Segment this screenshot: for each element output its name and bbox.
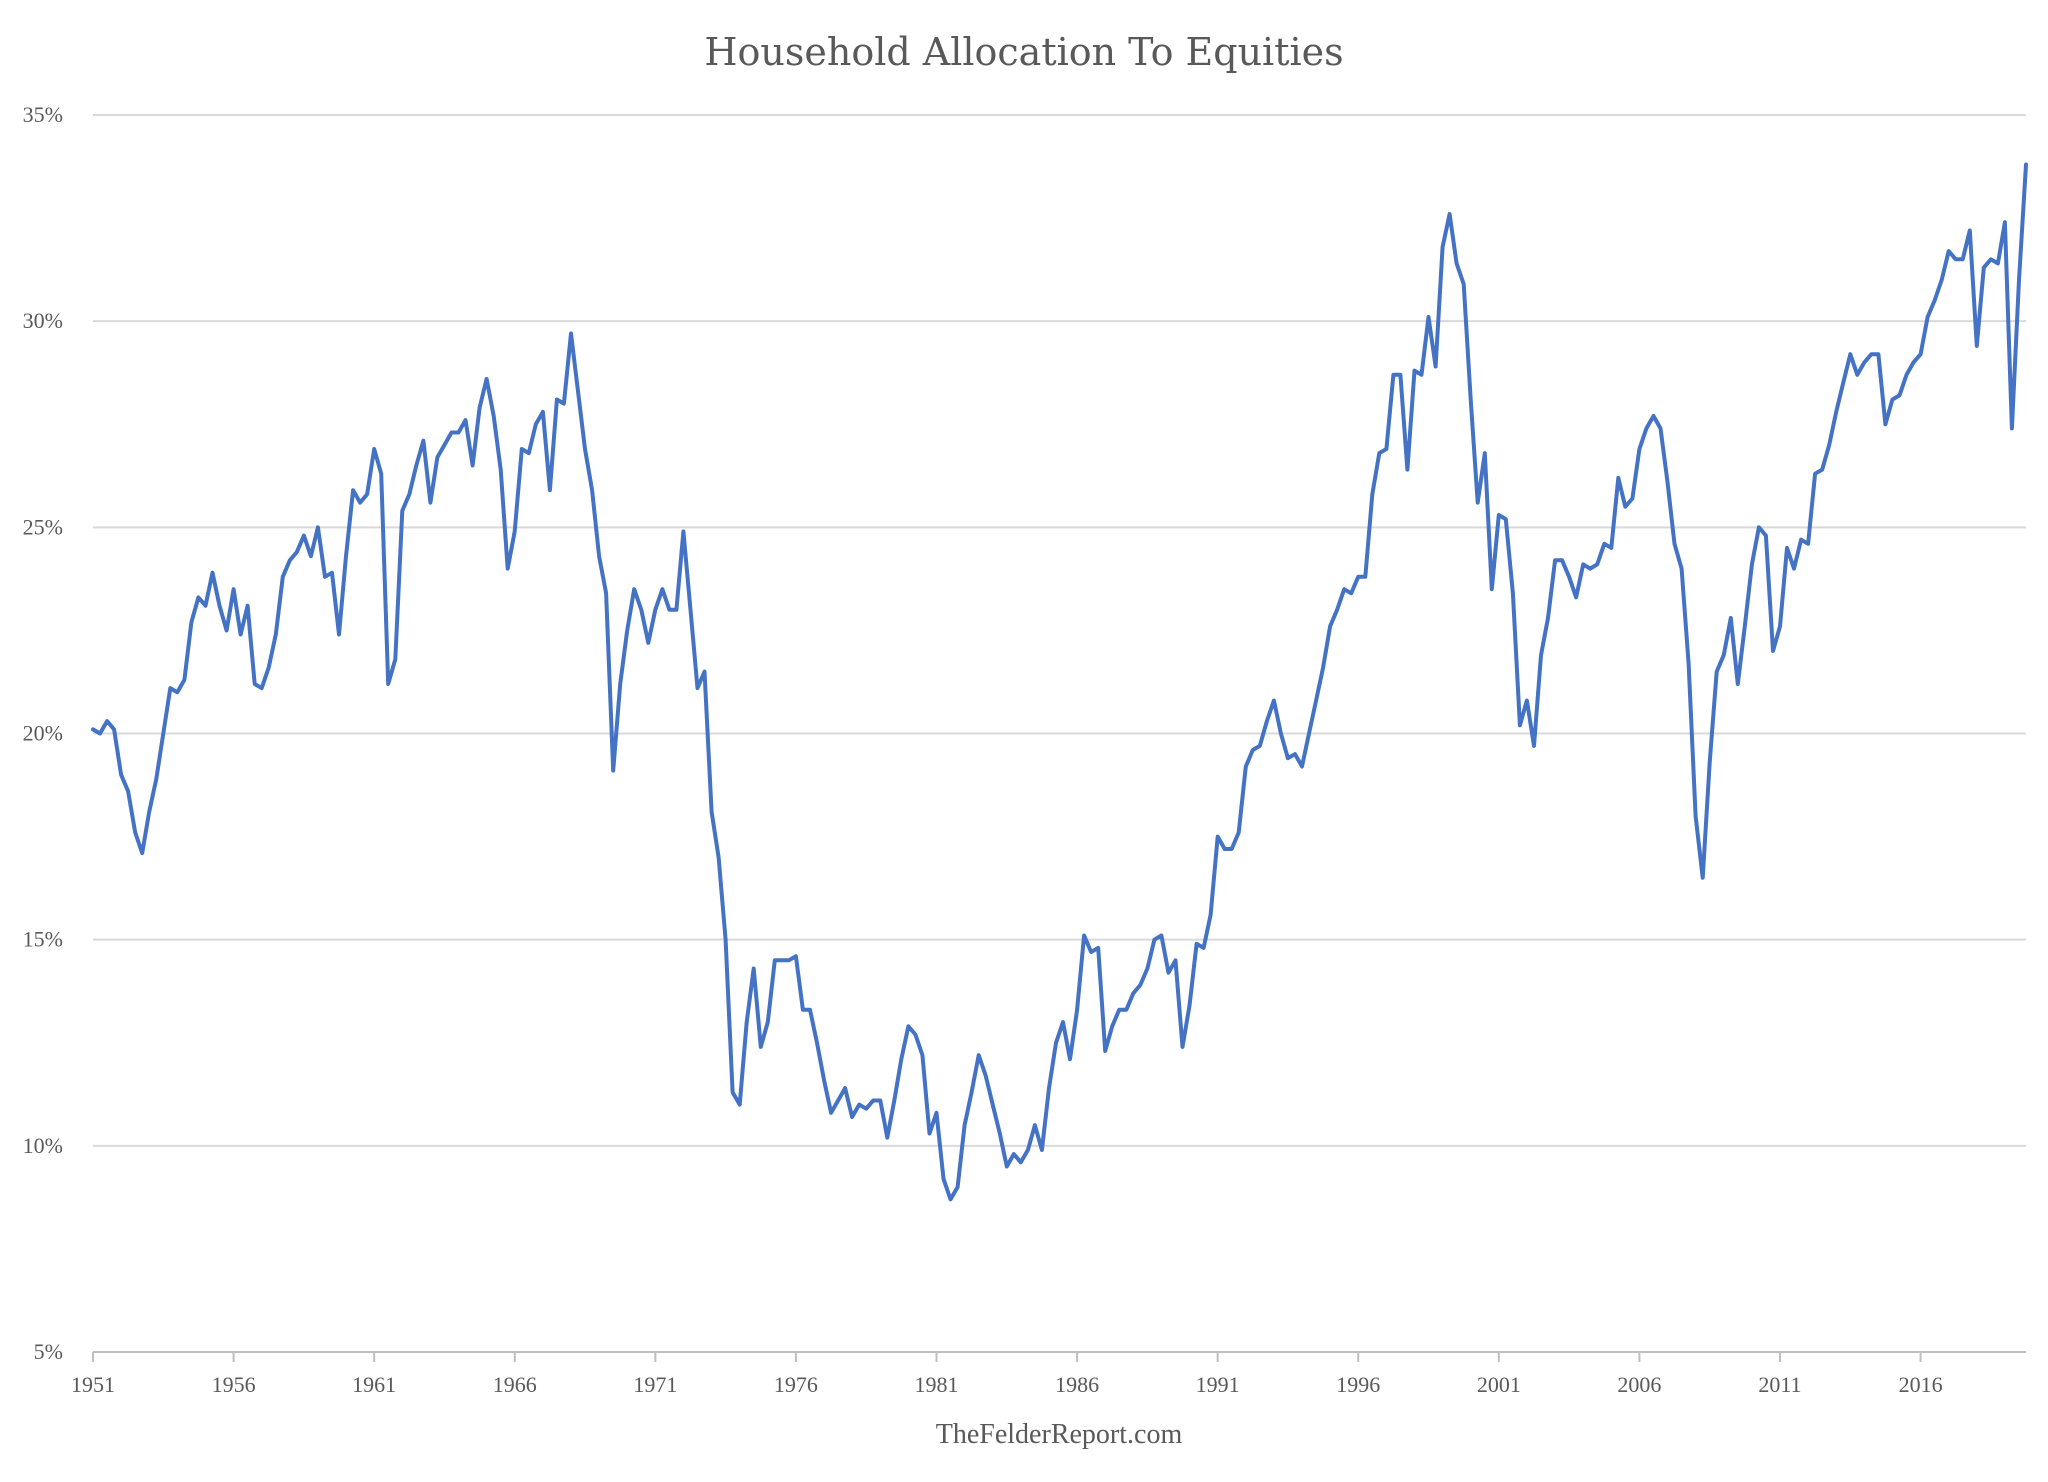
- y-tick-label: 5%: [34, 1339, 63, 1364]
- x-tick-label: 1991: [1196, 1372, 1240, 1397]
- x-tick-label: 1951: [71, 1372, 115, 1397]
- y-tick-label: 35%: [23, 102, 63, 127]
- x-tick-label: 1961: [352, 1372, 396, 1397]
- x-tick-label: 1976: [774, 1372, 818, 1397]
- x-axis-ticks: 1951 1956 1961 1966 1971 1976 1981 1986 1991 1996…: [71, 1352, 1943, 1397]
- x-tick-label: 1996: [1336, 1372, 1380, 1397]
- y-tick-label: 20%: [23, 721, 63, 746]
- x-tick-label: 2001: [1477, 1372, 1521, 1397]
- y-tick-label: 30%: [23, 308, 63, 333]
- y-axis-ticks: 5% 10% 15% 20% 25% 30% 35%: [23, 102, 63, 1364]
- x-tick-label: 1966: [493, 1372, 537, 1397]
- series-line: [91, 162, 2028, 1202]
- x-tick-label: 1981: [914, 1372, 958, 1397]
- x-tick-label: 2016: [1899, 1372, 1943, 1397]
- series-layer: [91, 162, 2028, 1202]
- x-tick-label: 2011: [1758, 1372, 1801, 1397]
- gridlines: [93, 114, 2026, 1147]
- x-tick-label: 2006: [1617, 1372, 1661, 1397]
- source-label: TheFelderReport.com: [936, 1419, 1183, 1450]
- y-tick-label: 15%: [23, 927, 63, 952]
- x-tick-label: 1986: [1055, 1372, 1099, 1397]
- x-tick-label: 1956: [212, 1372, 256, 1397]
- x-tick-label: 1971: [633, 1372, 677, 1397]
- y-tick-label: 10%: [23, 1133, 63, 1158]
- y-tick-label: 25%: [23, 514, 63, 539]
- chart-title: Household Allocation To Equities: [704, 30, 1343, 74]
